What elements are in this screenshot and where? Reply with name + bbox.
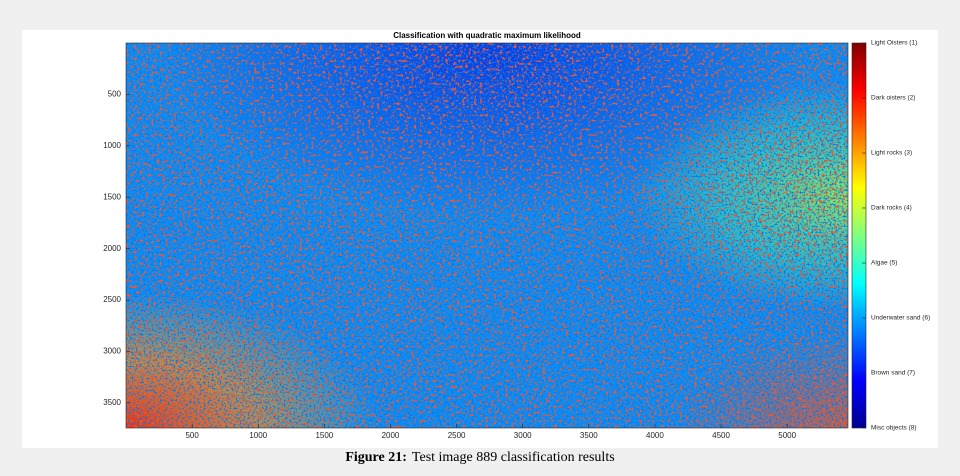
x-tick-label: 4000 bbox=[646, 431, 664, 440]
x-tick-label: 1500 bbox=[315, 431, 333, 440]
y-tick-label: 1000 bbox=[103, 141, 121, 150]
caption-text: Test image 889 classification results bbox=[412, 450, 615, 465]
x-tick-label: 3500 bbox=[580, 431, 598, 440]
x-tick-label: 2500 bbox=[448, 431, 466, 440]
x-tick-label: 2000 bbox=[382, 431, 400, 440]
colorbar-tick-label: Light rocks (3) bbox=[871, 150, 912, 157]
x-tick-label: 3000 bbox=[514, 431, 532, 440]
caption: Figure 21: Test image 889 classification … bbox=[0, 450, 960, 466]
caption-label: Figure 21: bbox=[345, 450, 407, 465]
x-tick-label: 4500 bbox=[712, 431, 730, 440]
y-tick-label: 500 bbox=[108, 90, 122, 99]
chart-title: Classification with quadratic maximum li… bbox=[393, 31, 581, 40]
x-tick-label: 5000 bbox=[778, 431, 796, 440]
colorbar-tick-label: Underwater sand (6) bbox=[871, 315, 930, 322]
x-tick-label: 1000 bbox=[249, 431, 267, 440]
colorbar-tick-label: Dark oisters (2) bbox=[871, 95, 915, 102]
page: Classification with quadratic maximum li… bbox=[0, 0, 960, 476]
y-tick-label: 3000 bbox=[103, 347, 121, 356]
colorbar-tick-label: Brown sand (7) bbox=[871, 370, 915, 377]
colorbar-tick-label: Dark rocks (4) bbox=[871, 205, 912, 212]
chart: Classification with quadratic maximum li… bbox=[0, 0, 960, 450]
y-tick-label: 2000 bbox=[103, 244, 121, 253]
colorbar-tick-label: Light Oisters (1) bbox=[871, 40, 917, 47]
classification-image bbox=[126, 43, 848, 428]
x-tick-label: 500 bbox=[185, 431, 199, 440]
colorbar bbox=[852, 43, 866, 428]
y-tick-label: 3500 bbox=[103, 398, 121, 407]
y-tick-label: 2500 bbox=[103, 295, 121, 304]
y-tick-label: 1500 bbox=[103, 192, 121, 201]
colorbar-tick-label: Misc objects (8) bbox=[871, 425, 917, 432]
colorbar-tick-label: Algae (5) bbox=[871, 260, 897, 267]
